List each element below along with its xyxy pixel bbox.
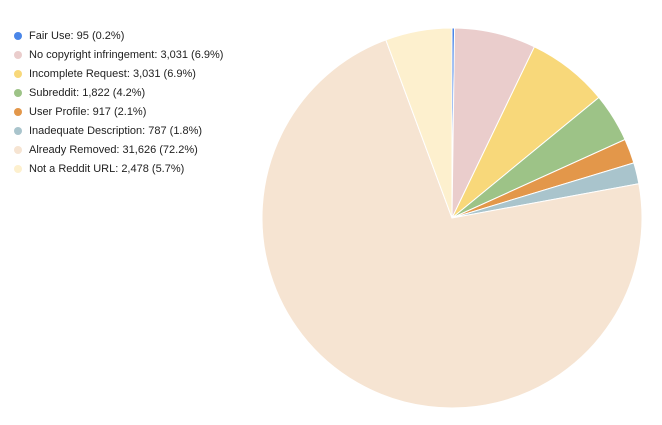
legend-item-no-copyright-infringement: No copyright infringement: 3,031 (6.9%) — [14, 45, 223, 64]
legend-swatch — [14, 146, 22, 155]
legend-swatch — [14, 88, 22, 97]
pie-slice-not-a-reddit-url — [385, 27, 453, 219]
legend-label: User Profile: 917 (2.1%) — [29, 105, 147, 118]
legend-item-user-profile: User Profile: 917 (2.1%) — [14, 102, 223, 121]
legend-swatch — [14, 31, 22, 40]
legend-item-fair-use: Fair Use: 95 (0.2%) — [14, 26, 223, 45]
legend-label: Fair Use: 95 (0.2%) — [29, 29, 125, 42]
legend-label: Already Removed: 31,626 (72.2%) — [29, 144, 198, 157]
legend-label: Not a Reddit URL: 2,478 (5.7%) — [29, 163, 185, 176]
legend-label: Incomplete Request: 3,031 (6.9%) — [29, 67, 196, 80]
legend-label: No copyright infringement: 3,031 (6.9%) — [29, 48, 224, 61]
legend-item-subreddit: Subreddit: 1,822 (4.2%) — [14, 83, 223, 102]
legend-item-incomplete-request: Incomplete Request: 3,031 (6.9%) — [14, 64, 223, 83]
legend-item-not-a-reddit-url: Not a Reddit URL: 2,478 (5.7%) — [14, 160, 223, 179]
legend-item-inadequate-description: Inadequate Description: 787 (1.8%) — [14, 121, 223, 140]
chart-legend: Fair Use: 95 (0.2%) No copyright infring… — [14, 26, 223, 179]
legend-swatch — [14, 107, 22, 116]
legend-label: Inadequate Description: 787 (1.8%) — [29, 125, 203, 138]
pie-slice-already-removed — [261, 39, 643, 409]
legend-item-already-removed: Already Removed: 31,626 (72.2%) — [14, 141, 223, 160]
legend-label: Subreddit: 1,822 (4.2%) — [29, 86, 146, 99]
legend-swatch — [14, 50, 22, 59]
legend-swatch — [14, 127, 22, 136]
legend-swatch — [14, 165, 22, 174]
legend-swatch — [14, 69, 22, 78]
